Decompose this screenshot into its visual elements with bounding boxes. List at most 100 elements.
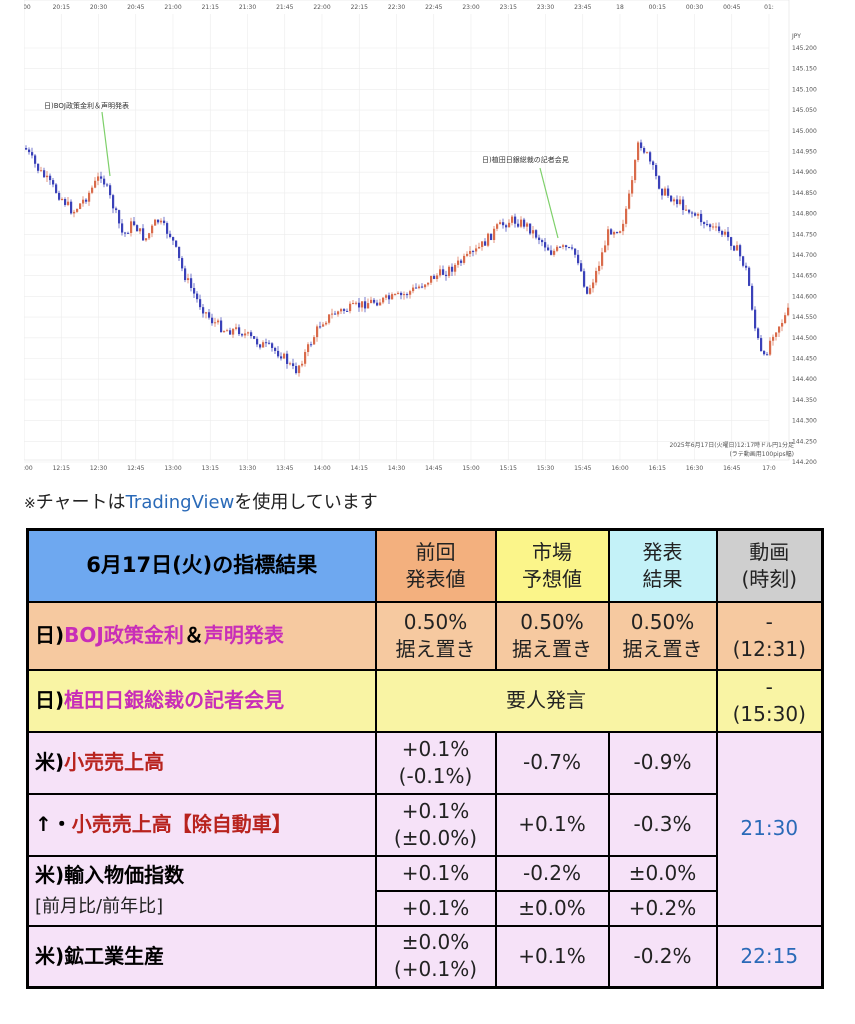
candle-body: [541, 240, 544, 243]
annotation-boj: 日)BOJ政策金利＆声明発表: [44, 101, 129, 110]
candle-body: [652, 161, 655, 166]
time-tick-label: 23:15: [500, 4, 517, 11]
candle-body: [103, 178, 106, 185]
time-tick-label: 16:30: [686, 465, 703, 472]
candle-body: [328, 314, 331, 323]
candle-body: [49, 175, 52, 181]
retail-ex-forecast: +0.1%: [494, 792, 610, 857]
time-tick-label: 22:00: [313, 4, 330, 11]
candle-body: [565, 245, 568, 248]
candle-body: [646, 152, 649, 154]
candle-body: [298, 365, 301, 374]
candle-body: [241, 334, 244, 336]
candle-body: [439, 269, 442, 276]
candle-body: [514, 216, 517, 224]
candle-body: [217, 320, 220, 323]
retail-ex-previous: +0.1% (±0.0%): [374, 792, 497, 857]
candle-body: [580, 263, 583, 272]
candle-body: [682, 199, 685, 211]
candle-body: [721, 231, 724, 235]
candle-body: [766, 354, 769, 356]
candle-body: [706, 224, 709, 226]
candle-body: [676, 199, 679, 205]
time-tick-label: 00:45: [723, 4, 740, 11]
candle-body: [595, 270, 598, 283]
tradingview-link[interactable]: TradingView: [125, 492, 235, 513]
candle-body: [409, 291, 412, 295]
candle-body: [709, 224, 712, 228]
candle-body: [142, 228, 145, 241]
time-tick-label: 22:15: [351, 4, 368, 11]
candle-body: [769, 340, 772, 355]
candlestick-series: [25, 139, 790, 377]
price-tick-label: 144.550: [792, 314, 817, 321]
time-tick-label: 12:45: [127, 465, 144, 472]
candle-body: [262, 342, 265, 348]
candle-body: [337, 311, 340, 315]
candle-body: [481, 241, 484, 247]
table-row: 米)輸入物価指数 [前月比/前年比] +0.1% -0.2% ±0.0%: [26, 854, 823, 927]
time-tick-label: 14:00: [313, 465, 330, 472]
retail-forecast: -0.7%: [494, 730, 610, 795]
candle-body: [772, 336, 775, 341]
candle-body: [526, 223, 529, 227]
candle-body: [430, 275, 433, 283]
candle-body: [232, 328, 235, 335]
us-release-time: 21:30: [715, 730, 824, 927]
candle-body: [304, 352, 307, 364]
candle-body: [442, 269, 445, 275]
candle-body: [100, 176, 103, 179]
candle-body: [52, 180, 55, 185]
candle-body: [130, 221, 133, 233]
time-tick-label: 14:15: [351, 465, 368, 472]
candle-body: [196, 293, 199, 300]
candle-body: [178, 246, 181, 259]
candle-body: [640, 142, 643, 149]
candle-body: [385, 295, 388, 298]
candle-body: [445, 274, 448, 277]
credit-prefix: ※: [24, 496, 36, 512]
import-forecast-mom: -0.2%: [494, 854, 610, 892]
candle-body: [517, 223, 520, 227]
candle-body: [322, 324, 325, 327]
price-tick-label: 144.300: [792, 418, 817, 425]
candle-body: [421, 286, 424, 288]
candle-body: [781, 322, 784, 327]
candle-body: [784, 315, 787, 323]
candle-body: [43, 170, 46, 178]
candle-body: [259, 344, 262, 348]
candle-body: [649, 152, 652, 162]
candle-body: [469, 251, 472, 254]
currency-label: JPY: [791, 33, 801, 40]
candle-body: [637, 142, 640, 161]
candle-body: [748, 267, 751, 286]
candle-body: [358, 302, 361, 308]
candle-body: [244, 333, 247, 336]
candle-body: [619, 231, 622, 233]
candle-body: [340, 309, 343, 312]
candle-body: [67, 201, 70, 205]
candle-body: [331, 313, 334, 315]
candle-body: [211, 317, 214, 324]
credit-text-after: を使用しています: [234, 492, 378, 513]
candle-body: [64, 199, 67, 205]
price-tick-label: 145.000: [792, 128, 817, 135]
candle-body: [79, 203, 82, 209]
candle-body: [343, 309, 346, 311]
time-tick-label: 21:30: [239, 4, 256, 11]
candle-body: [265, 342, 268, 344]
candle-body: [466, 253, 469, 256]
candle-body: [361, 301, 364, 308]
candle-body: [208, 312, 211, 318]
candle-body: [712, 226, 715, 228]
candle-body: [397, 292, 400, 294]
candle-body: [535, 230, 538, 238]
candle-body: [136, 225, 139, 232]
candle-body: [499, 222, 502, 225]
top-time-axis: 0:00 20:15 20:30 20:45 21:00 21:15 21:30 21:45 2…: [24, 4, 774, 11]
time-tick-label: 20:15: [53, 4, 70, 11]
candle-body: [406, 294, 409, 296]
candle-body: [754, 309, 757, 329]
candle-body: [349, 303, 352, 312]
candle-body: [403, 294, 406, 296]
